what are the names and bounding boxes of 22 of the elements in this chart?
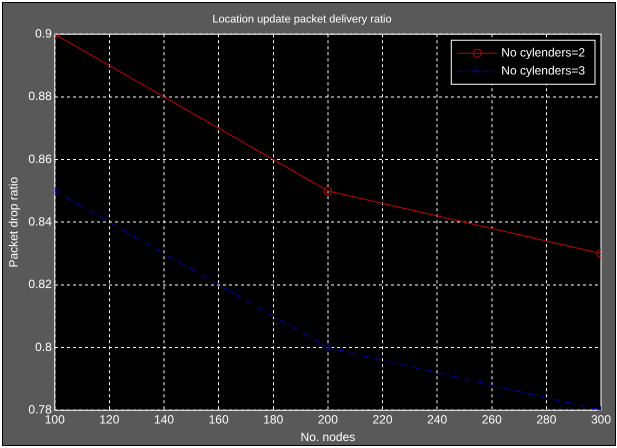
legend-label: No cylenders=3 <box>501 64 586 78</box>
y-tick-label: 0.86 <box>28 152 52 166</box>
x-tick-label: 120 <box>99 412 120 427</box>
x-tick-label: 220 <box>372 412 393 427</box>
y-tick-label: 0.88 <box>28 89 52 104</box>
x-tick-label: 240 <box>427 412 448 427</box>
x-tick-label: 280 <box>536 412 557 427</box>
x-tick-label: 260 <box>482 412 502 427</box>
y-tick-label: 0.82 <box>28 277 52 292</box>
y-tick-label: 0.9 <box>35 26 52 41</box>
x-tick-label: 180 <box>263 412 284 427</box>
x-tick-label: 300 <box>590 412 612 427</box>
x-tick-label: 100 <box>44 412 66 427</box>
chart-title: Location update packet delivery ratio <box>212 14 392 26</box>
x-tick-label: 160 <box>208 412 229 427</box>
y-tick-label: 0.84 <box>28 214 52 229</box>
y-axis-title: Packet drop ratio <box>6 176 21 268</box>
x-axis-title: No. nodes <box>300 430 356 444</box>
x-tick-label: 140 <box>154 412 174 427</box>
x-tick-label: 200 <box>318 412 338 427</box>
y-tick-label: 0.8 <box>35 340 52 354</box>
legend-label: No cylenders=2 <box>501 46 586 60</box>
